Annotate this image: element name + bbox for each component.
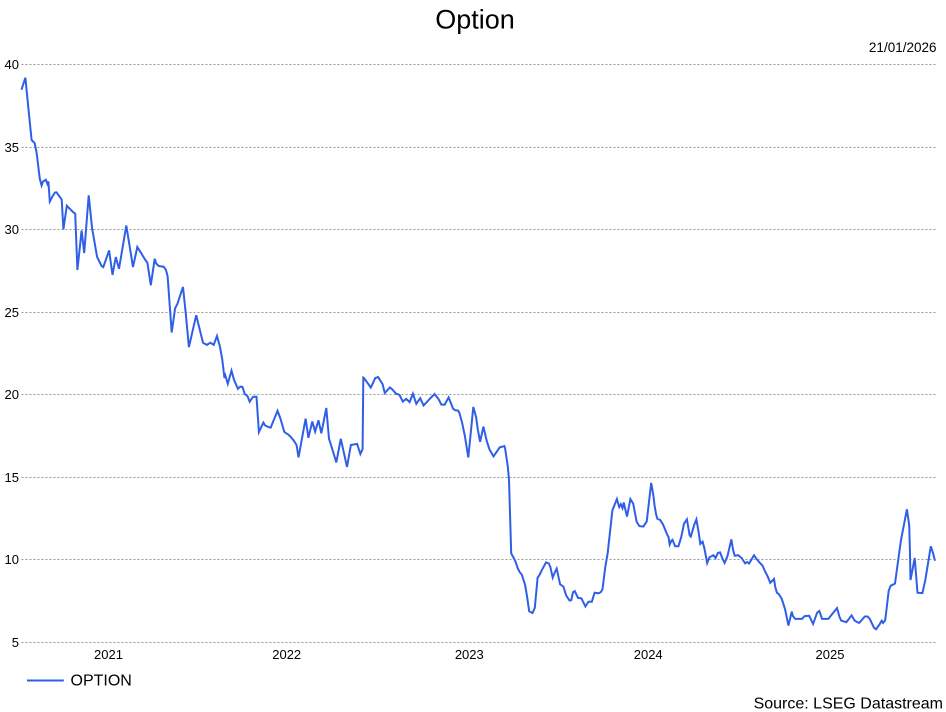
svg-text:15: 15 bbox=[5, 470, 19, 485]
svg-text:25: 25 bbox=[5, 305, 19, 320]
svg-text:2025: 2025 bbox=[816, 647, 845, 662]
svg-text:2023: 2023 bbox=[455, 647, 484, 662]
svg-text:35: 35 bbox=[5, 140, 19, 155]
svg-text:2024: 2024 bbox=[634, 647, 663, 662]
svg-text:Option: Option bbox=[435, 5, 515, 35]
svg-text:5: 5 bbox=[12, 635, 19, 650]
svg-text:10: 10 bbox=[5, 552, 19, 567]
svg-text:30: 30 bbox=[5, 222, 19, 237]
svg-text:Source: LSEG Datastream: Source: LSEG Datastream bbox=[754, 696, 943, 712]
svg-text:2021: 2021 bbox=[94, 647, 123, 662]
svg-text:20: 20 bbox=[5, 387, 19, 402]
svg-text:2022: 2022 bbox=[272, 647, 301, 662]
svg-text:21/01/2026: 21/01/2026 bbox=[869, 40, 937, 55]
svg-text:OPTION: OPTION bbox=[71, 673, 132, 690]
svg-text:40: 40 bbox=[5, 57, 19, 72]
